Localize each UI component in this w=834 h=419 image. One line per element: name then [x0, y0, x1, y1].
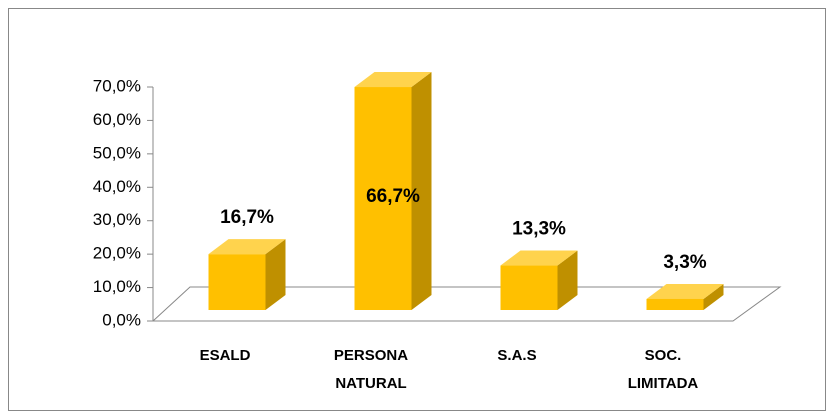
value-label: 3,3% — [663, 252, 706, 273]
x-tick-label: ESALD — [200, 347, 251, 364]
y-tick-label: 70,0% — [93, 76, 141, 95]
x-tick-label: PERSONA NATURAL — [334, 347, 408, 392]
x-tick-label: S.A.S — [497, 347, 536, 364]
value-label: 16,7% — [220, 207, 274, 228]
bar-top — [208, 239, 286, 255]
floor — [151, 286, 782, 322]
bar-side — [265, 239, 286, 310]
bar-side — [557, 250, 578, 310]
y-tick-label: 60,0% — [93, 110, 141, 129]
y-tick-label: 30,0% — [93, 210, 141, 229]
bar — [208, 254, 266, 310]
bar — [646, 298, 704, 310]
y-tick-label: 0,0% — [102, 310, 141, 329]
bar-top — [500, 250, 578, 266]
value-label: 13,3% — [512, 219, 566, 240]
bar-side — [411, 72, 432, 310]
bar-side — [703, 283, 724, 310]
bar — [500, 265, 558, 310]
y-tick-label: 20,0% — [93, 244, 141, 263]
value-label: 66,7% — [366, 186, 420, 207]
x-tick-label: SOC. LIMITADA — [628, 347, 699, 392]
bar-top — [646, 283, 724, 299]
y-tick-label: 10,0% — [93, 277, 141, 296]
bar-top — [354, 72, 432, 88]
y-tick-label: 50,0% — [93, 143, 141, 162]
y-tick-label: 40,0% — [93, 177, 141, 196]
bar — [354, 87, 412, 310]
